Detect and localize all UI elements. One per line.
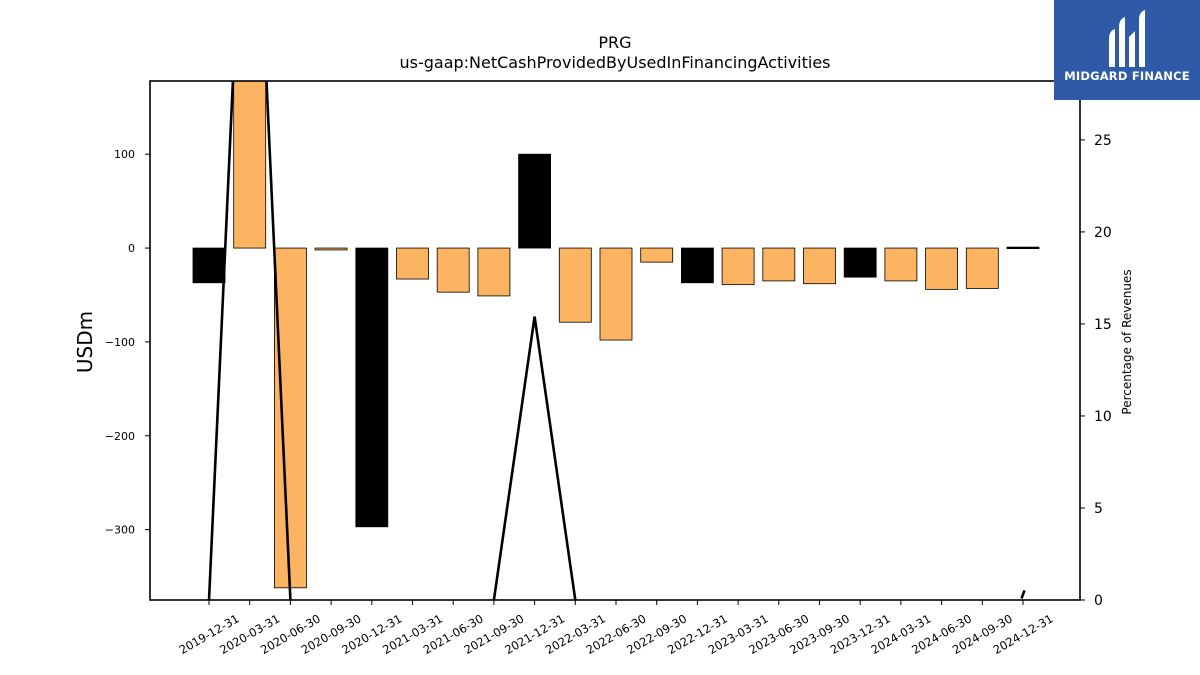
revenue-pct-point (1020, 590, 1026, 599)
bar-2019-12-31 (192, 247, 226, 284)
bar-2020-09-30 (314, 247, 348, 251)
bar-2021-06-30 (436, 247, 470, 293)
bar-2024-09-30 (965, 247, 999, 289)
chart-title: PRG (598, 33, 631, 52)
y2-tick-label: 20 (1094, 225, 1112, 241)
bar-2022-12-31 (681, 247, 714, 284)
y-tick-label: 0 (128, 242, 135, 255)
bar-2021-09-30 (477, 247, 511, 297)
chart-subtitle: us-gaap:NetCashProvidedByUsedInFinancing… (399, 53, 830, 72)
y2-tick-label: 15 (1094, 317, 1112, 333)
bar-2022-06-30 (599, 247, 633, 341)
bar-2024-03-31 (884, 247, 918, 282)
y2-tick-label: 25 (1094, 133, 1112, 149)
plot-frame (149, 80, 1081, 601)
bar-2021-03-31 (396, 247, 429, 280)
y-tick-label: 100 (114, 148, 135, 161)
y-tick-label: −200 (105, 430, 135, 443)
y-tick-label: −300 (105, 524, 135, 537)
y-tick-label: −100 (105, 336, 135, 349)
midgard-finance-logo: MIDGARD FINANCE (1054, 0, 1200, 100)
bar-2023-12-31 (843, 247, 877, 278)
bar-2022-09-30 (640, 247, 674, 263)
logo-mark-icon (1109, 10, 1145, 67)
y-axis-label: USDm (73, 311, 97, 373)
bar-2020-12-31 (355, 247, 389, 528)
revenue-pct-line (207, 81, 292, 600)
y2-tick-label: 0 (1094, 593, 1103, 609)
bar-2021-12-31 (518, 153, 551, 249)
bar-2022-03-31 (558, 247, 592, 323)
y2-axis-label: Percentage of Revenues (1120, 269, 1134, 414)
y2-tick-label: 5 (1094, 501, 1103, 517)
logo-text: MIDGARD FINANCE (1064, 69, 1190, 83)
y2-tick-label: 10 (1094, 409, 1112, 425)
bar-2023-09-30 (803, 247, 836, 285)
bar-2024-06-30 (925, 247, 958, 290)
bar-2020-06-30 (273, 247, 307, 589)
bar-2020-03-31 (233, 81, 267, 249)
bar-2023-06-30 (762, 247, 796, 282)
bar-2023-03-31 (721, 247, 755, 286)
revenue-pct-line (492, 316, 577, 600)
bar-2024-12-31 (1006, 246, 1040, 250)
